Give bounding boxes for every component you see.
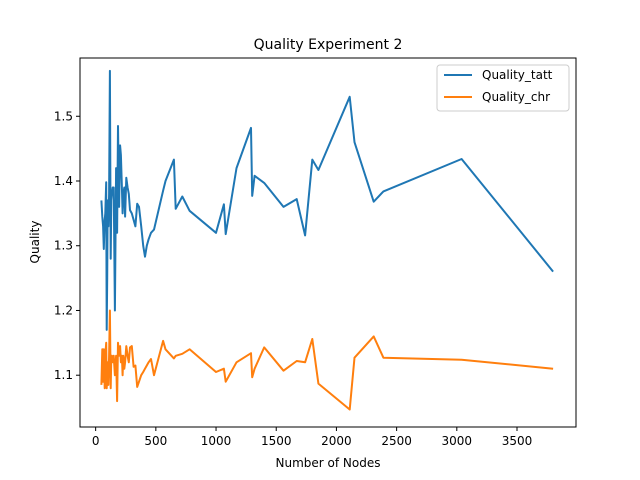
x-axis-ticks: 0 500 1000 1500 2000 2500 3000 3500 <box>92 427 532 448</box>
y-tick-label: 1.5 <box>54 109 73 123</box>
series-line-quality-chr <box>100 309 554 411</box>
plot-frame <box>79 57 577 428</box>
legend-label-quality-tatt: Quality_tatt <box>482 68 553 82</box>
series-line-quality-tatt <box>100 69 554 331</box>
y-tick-label: 1.1 <box>54 368 73 382</box>
y-tick-label: 1.2 <box>54 303 73 317</box>
y-tick-label: 1.3 <box>54 239 73 253</box>
x-tick-label: 3000 <box>442 434 473 448</box>
legend: Quality_tatt Quality_chr <box>436 64 570 112</box>
legend-box <box>436 64 570 112</box>
y-tick-label: 1.4 <box>54 174 73 188</box>
x-tick-label: 2500 <box>381 434 412 448</box>
x-tick-label: 500 <box>144 434 167 448</box>
legend-label-quality-chr: Quality_chr <box>482 90 550 104</box>
x-axis-label: Number of Nodes <box>276 456 381 470</box>
series-layer <box>100 69 554 411</box>
x-tick-label: 3500 <box>502 434 533 448</box>
x-tick-label: 1500 <box>261 434 292 448</box>
y-axis-label: Quality <box>28 221 42 264</box>
x-tick-label: 0 <box>92 434 100 448</box>
x-tick-label: 2000 <box>321 434 352 448</box>
x-tick-label: 1000 <box>201 434 232 448</box>
y-axis-ticks: 1.1 1.2 1.3 1.4 1.5 <box>54 109 80 382</box>
chart-title: Quality Experiment 2 <box>254 37 403 53</box>
